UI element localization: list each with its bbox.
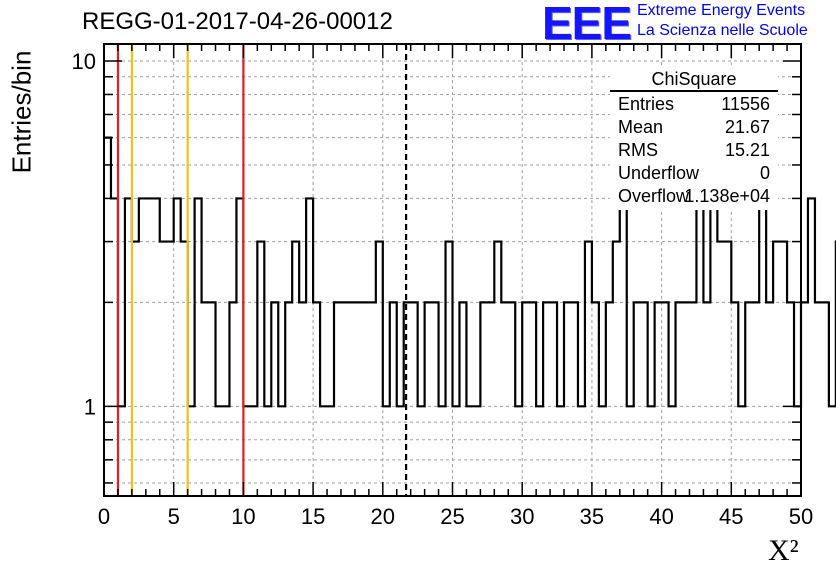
stat-value: 0 (759, 163, 770, 183)
x-tick-label: 20 (371, 504, 395, 529)
stat-label: Entries (618, 94, 675, 114)
x-tick-label: 35 (580, 504, 604, 529)
logo-line-1: Extreme Energy Events (637, 2, 806, 19)
x-tick-label: 50 (789, 504, 813, 529)
stat-value: 15.21 (724, 140, 770, 160)
stats-title: ChiSquare (610, 68, 778, 92)
x-tick-label: 10 (231, 504, 255, 529)
x-tick-label: 40 (649, 504, 673, 529)
page-title: REGG-01-2017-04-26-00012 (82, 8, 393, 35)
stat-row-underflow: Underflow 0 (618, 161, 770, 185)
stat-label: Overflow (618, 186, 690, 206)
y-tick-label: 1 (84, 394, 96, 419)
logo-line-2: La Scienza nelle Scuole (637, 22, 808, 39)
x-tick-label: 5 (168, 504, 180, 529)
stat-value: 1.138e+04 (684, 186, 770, 206)
x-tick-label: 0 (98, 504, 110, 529)
x-tick-label: 15 (301, 504, 325, 529)
stats-box: ChiSquare Entries 11556 Mean 21.67 RMS 1… (610, 66, 778, 210)
stat-value: 21.67 (724, 117, 770, 137)
stat-row-overflow: Overflow 1.138e+04 (618, 184, 770, 208)
stat-value: 11556 (721, 94, 770, 114)
stat-row-mean: Mean 21.67 (618, 115, 770, 139)
eee-logo: EEE (542, 0, 632, 49)
x-tick-label: 30 (510, 504, 534, 529)
stat-label: RMS (618, 140, 658, 160)
stat-label: Mean (618, 117, 664, 137)
histogram-series (104, 136, 836, 408)
y-axis-label: Entries/bin (6, 50, 37, 174)
stat-label: Underflow (618, 163, 700, 183)
x-tick-label: 45 (719, 504, 743, 529)
stat-row-rms: RMS 15.21 (618, 138, 770, 162)
x-axis-label: X² (768, 534, 799, 567)
stat-row-entries: Entries 11556 (618, 92, 770, 116)
x-tick-label: 25 (440, 504, 464, 529)
y-tick-label: 10 (72, 49, 96, 74)
